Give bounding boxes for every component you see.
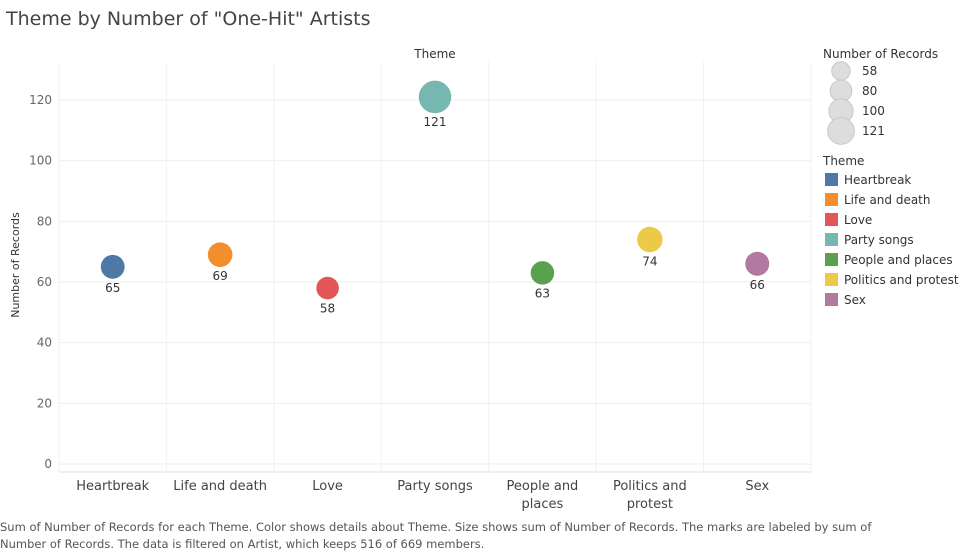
data-label-love: 58 [320,301,335,315]
y-tick-label-120: 120 [29,93,52,107]
color-legend-swatch-party-songs [825,233,838,246]
color-legend-label-politics-and-protest: Politics and protest [844,273,959,287]
size-legend-label-100: 100 [862,104,885,118]
size-legend: Number of Records 58 80 100 121 [823,47,938,145]
mark-life-and-death [207,242,233,267]
mark-party-songs [418,80,452,114]
mark-politics-and-protest [637,226,663,253]
data-label-heartbreak: 65 [105,281,120,295]
color-legend-swatch-sex [825,293,838,306]
mark-heartbreak [100,254,125,279]
color-legend-label-heartbreak: Heartbreak [844,173,911,187]
x-tick-label-people-and-places-line-1: People and [507,479,579,494]
x-tick-label-sex: Sex [745,479,769,494]
y-axis-title: Number of Records [9,212,22,318]
size-legend-mark-58 [831,61,851,81]
x-tick-label-people-and-places-line-2: places [522,497,564,512]
color-legend-swatch-love [825,213,838,226]
color-legend: Theme Heartbreak Life and death Love Party s… [822,154,959,307]
color-legend-title: Theme [822,154,864,168]
size-legend-title: Number of Records [823,47,938,61]
size-legend-mark-121 [827,117,855,145]
chart-caption: Sum of Number of Records for each Theme.… [0,520,872,551]
x-tick-label-life-and-death: Life and death [173,479,267,494]
x-tick-label-party-songs: Party songs [397,479,473,494]
y-tick-label-0: 0 [44,457,52,471]
color-legend-label-party-songs: Party songs [844,233,914,247]
x-tick-label-politics-and-protest-line-1: Politics and [613,479,687,494]
y-tick-label-40: 40 [37,336,52,350]
y-tick-label-60: 60 [37,275,52,289]
color-legend-label-people-and-places: People and places [844,253,953,267]
color-legend-label-sex: Sex [844,293,866,307]
y-tick-label-100: 100 [29,154,52,168]
color-legend-swatch-politics-and-protest [825,273,838,286]
y-tick-label-80: 80 [37,214,52,228]
color-legend-swatch-heartbreak [825,173,838,186]
data-label-politics-and-protest: 74 [642,254,657,268]
x-tick-label-politics-and-protest-line-2: protest [627,497,673,512]
data-label-sex: 66 [750,278,765,292]
size-legend-label-80: 80 [862,84,877,98]
color-legend-swatch-people-and-places [825,253,838,266]
x-tick-label-love: Love [312,479,343,494]
column-header: Theme [413,47,455,61]
chart-title: Theme by Number of "One-Hit" Artists [6,8,371,30]
mark-love [316,276,339,300]
mark-people-and-places [530,261,555,285]
color-legend-label-life-and-death: Life and death [844,193,931,207]
size-legend-label-58: 58 [862,64,877,78]
y-tick-label-20: 20 [37,396,52,410]
color-legend-swatch-life-and-death [825,193,838,206]
plot-area: 0 20 40 60 80 100 120 Number of Records Theme 65 H… [9,47,812,512]
color-legend-label-love: Love [844,213,872,227]
x-tick-label-heartbreak: Heartbreak [76,479,149,494]
size-legend-label-121: 121 [862,124,885,138]
data-label-life-and-death: 69 [213,269,228,283]
data-label-party-songs: 121 [424,115,447,129]
data-label-people-and-places: 63 [535,287,550,301]
mark-sex [745,251,770,276]
